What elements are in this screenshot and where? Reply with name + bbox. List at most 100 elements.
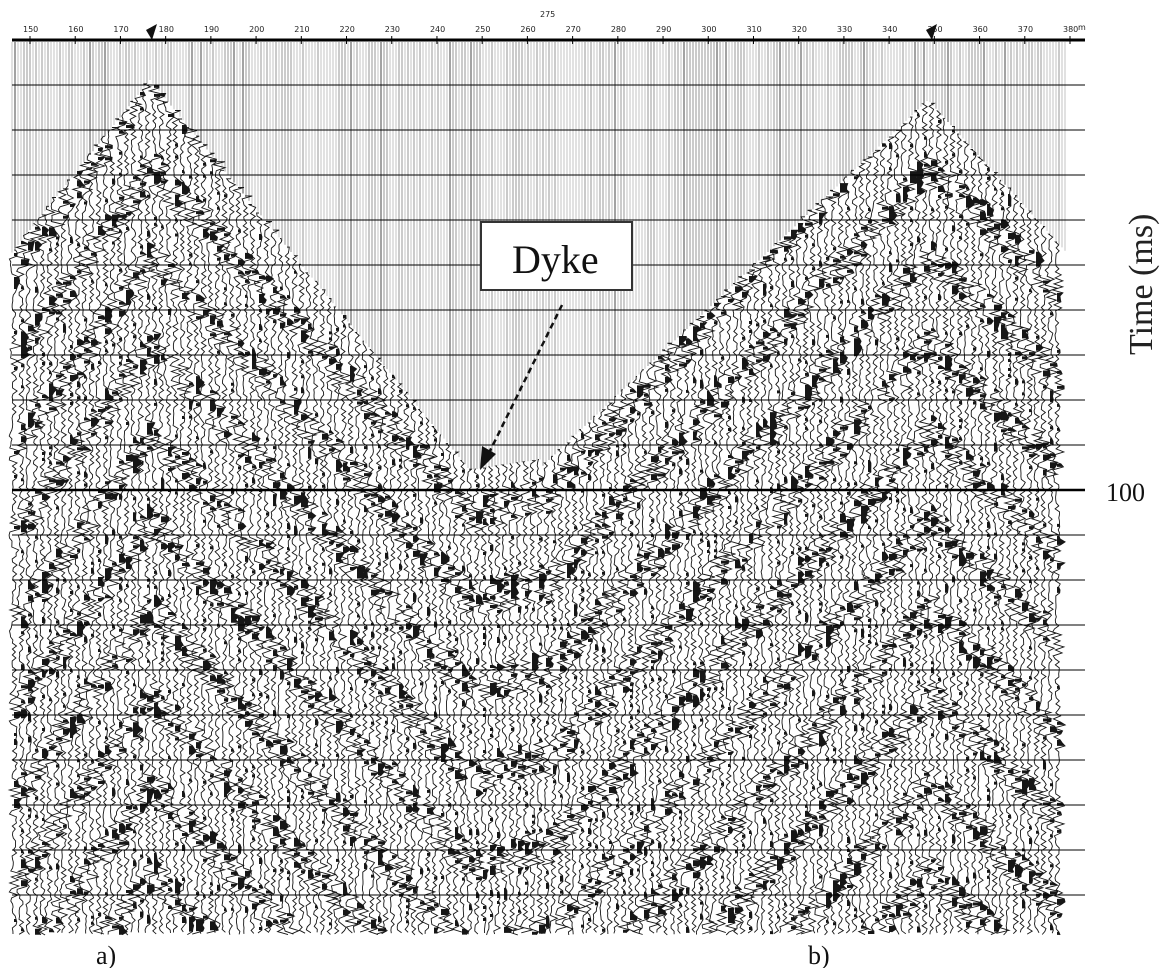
trace-fill (721, 311, 729, 912)
seismic-trace (210, 161, 227, 933)
source-arrow-right (926, 24, 937, 40)
trace-fill (28, 241, 37, 872)
top-tick-label: 300 (701, 25, 716, 34)
trace-fill (203, 162, 212, 919)
seismic-trace (259, 221, 276, 933)
seismic-trace (203, 152, 220, 934)
trace-fill (637, 385, 645, 872)
trace-fill (672, 409, 680, 902)
trace-fill (434, 429, 443, 934)
trace-fill (763, 256, 771, 890)
trace-fill (994, 187, 1003, 932)
seismic-trace (182, 127, 199, 935)
top-tick-label: 260 (520, 25, 535, 34)
trace-fill (49, 227, 58, 933)
seismic-trace (427, 426, 444, 934)
seismic-trace (623, 382, 640, 933)
seismic-trace (637, 369, 654, 934)
trace-fill (728, 299, 737, 923)
panel-label-b: b) (808, 941, 830, 968)
panel-label-a: a) (96, 941, 116, 968)
trace-fill (441, 453, 450, 915)
seismic-trace (497, 464, 514, 934)
seismic-trace (168, 110, 185, 933)
seismic-trace (966, 149, 983, 933)
trace-fill (336, 327, 345, 862)
seismic-trace (329, 306, 346, 935)
trace-fill (623, 419, 632, 933)
trace-fill (210, 159, 219, 931)
seismic-trace (568, 435, 584, 935)
seismic-trace (420, 417, 437, 934)
trace-fill (679, 336, 688, 907)
seismic-trace (343, 323, 360, 934)
seismic-trace (98, 135, 115, 935)
seismic-trace (133, 92, 150, 933)
seismic-trace (175, 118, 192, 933)
seismic-trace (196, 144, 213, 934)
trace-fill (819, 212, 828, 879)
seismic-trace (288, 255, 304, 935)
trace-fill (714, 303, 722, 853)
seismic-trace (574, 429, 590, 934)
time-tick-100: 100 (1106, 478, 1145, 507)
seismic-trace (379, 366, 395, 935)
trace-fill (532, 481, 541, 935)
seismic-trace (588, 415, 605, 933)
seismic-trace (560, 442, 577, 936)
seismic-trace (540, 462, 556, 934)
top-tick-label: 200 (249, 25, 264, 34)
trace-fill (791, 230, 800, 930)
top-tick-label: 220 (340, 25, 355, 34)
seismic-trace (385, 374, 402, 934)
top-tick-label: 210 (294, 25, 309, 34)
seismic-trace (189, 135, 206, 935)
seismic-trace (511, 462, 528, 934)
trace-fill (588, 450, 597, 921)
trace-fill (42, 227, 51, 923)
seismic-trace (225, 178, 241, 935)
trace-fill (343, 315, 351, 916)
seismic-trace (764, 249, 780, 935)
seismic-trace (455, 460, 471, 935)
seismic-trace (875, 143, 892, 934)
seismic-trace (372, 357, 388, 935)
seismic-trace (896, 123, 913, 935)
seismic-trace (707, 302, 724, 934)
trace-fill (546, 489, 554, 928)
trace-fill (1015, 234, 1024, 877)
trace-fill (693, 326, 702, 879)
seismic-trace (861, 156, 878, 934)
seismic-trace (771, 242, 787, 934)
top-tick-label: 170 (113, 25, 128, 34)
seismic-trace (903, 116, 920, 934)
trace-fill (770, 250, 779, 935)
trace-fill (490, 494, 499, 917)
trace-fill (630, 389, 639, 921)
seismic-trace (316, 289, 332, 935)
trace-fill (378, 388, 386, 932)
seismic-trace (756, 256, 773, 936)
trace-fill (616, 429, 624, 910)
trace-fill (392, 375, 400, 886)
trace-fill (399, 389, 408, 897)
trace-fill (497, 580, 506, 904)
top-tick-label: 290 (656, 25, 671, 34)
seismic-trace (154, 92, 171, 934)
trace-fill (595, 434, 603, 906)
trace-fill (1050, 312, 1058, 931)
trace-fill (413, 406, 422, 893)
trace-fill (777, 333, 785, 919)
seismic-trace (119, 109, 136, 936)
trace-fill (77, 171, 86, 922)
trace-fill (924, 136, 933, 908)
top-axis-unit: m (1078, 23, 1086, 32)
trace-fill (273, 287, 282, 924)
time-gridlines (12, 84, 1085, 896)
seismic-trace (504, 463, 521, 936)
top-tick-label: 310 (746, 25, 761, 34)
seismic-trace (826, 189, 843, 935)
trace-fill (938, 120, 947, 912)
trace-fill (259, 234, 267, 930)
